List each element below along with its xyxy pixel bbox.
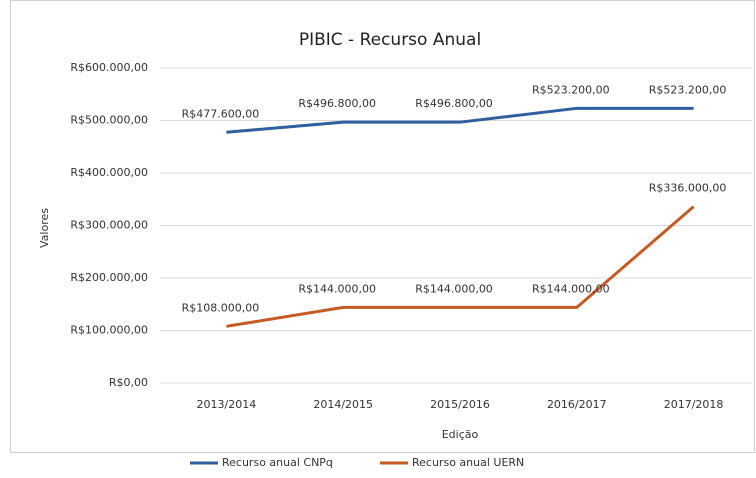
y-axis-label: Valores xyxy=(38,208,51,248)
data-label: R$144.000,00 xyxy=(298,282,376,295)
y-tick-label: R$0,00 xyxy=(109,376,148,389)
x-tick-label: 2016/2017 xyxy=(547,398,607,411)
data-label: R$496.800,00 xyxy=(415,97,493,110)
data-label: R$336.000,00 xyxy=(649,182,727,195)
data-label: R$144.000,00 xyxy=(415,282,493,295)
y-tick-label: R$500.000,00 xyxy=(70,114,148,127)
x-tick-label: 2017/2018 xyxy=(664,398,724,411)
data-label: R$496.800,00 xyxy=(298,97,376,110)
chart-title: PIBIC - Recurso Anual xyxy=(299,30,481,50)
x-tick-label: 2013/2014 xyxy=(197,398,257,411)
y-tick-label: R$600.000,00 xyxy=(70,61,148,74)
legend-label: Recurso anual CNPq xyxy=(222,456,333,469)
y-tick-label: R$300.000,00 xyxy=(70,219,148,232)
y-tick-label: R$100.000,00 xyxy=(70,324,148,337)
x-axis-label: Edição xyxy=(442,428,479,441)
data-label: R$523.200,00 xyxy=(649,83,727,96)
data-label: R$477.600,00 xyxy=(182,107,260,120)
y-tick-label: R$200.000,00 xyxy=(70,271,148,284)
series-line xyxy=(226,106,694,134)
y-tick-label: R$400.000,00 xyxy=(70,166,148,179)
data-label: R$144.000,00 xyxy=(532,282,610,295)
series-line xyxy=(226,205,695,328)
x-tick-label: 2014/2015 xyxy=(313,398,373,411)
legend-label: Recurso anual UERN xyxy=(412,456,524,469)
chart-border xyxy=(10,0,755,453)
data-label: R$523.200,00 xyxy=(532,83,610,96)
x-tick-label: 2015/2016 xyxy=(430,398,490,411)
data-label: R$108.000,00 xyxy=(182,301,260,314)
